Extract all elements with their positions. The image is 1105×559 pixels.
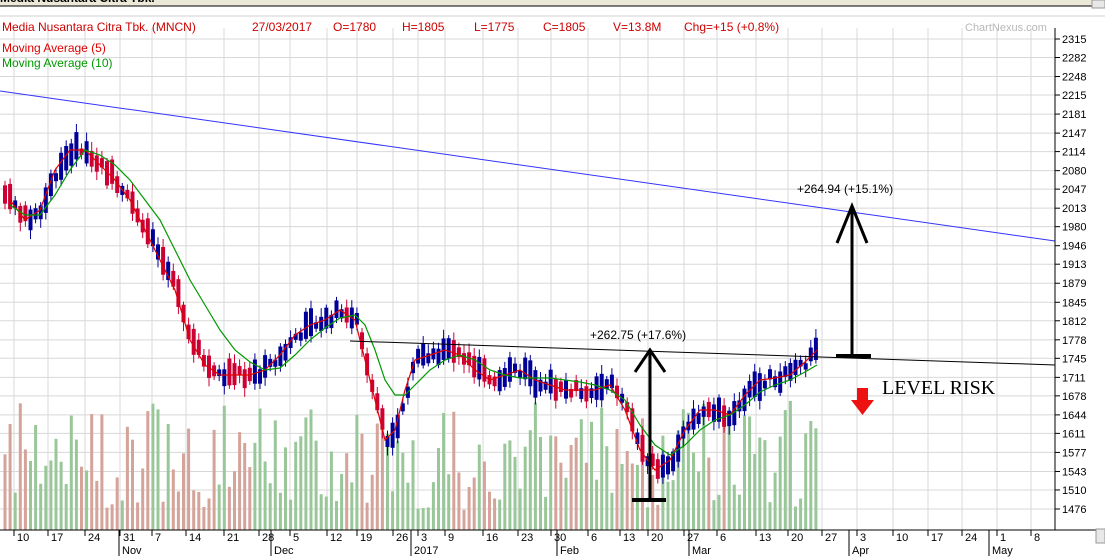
- trendlines: [0, 90, 1056, 366]
- svg-text:1611: 1611: [1062, 428, 1086, 440]
- volume-value: V=13.8M: [613, 20, 661, 34]
- svg-text:17: 17: [51, 532, 63, 544]
- svg-text:8: 8: [1034, 532, 1040, 544]
- svg-text:2215: 2215: [1062, 90, 1086, 102]
- date-label: 27/03/2017: [252, 20, 312, 34]
- svg-text:1: 1: [1000, 532, 1006, 544]
- svg-text:10: 10: [17, 532, 29, 544]
- svg-text:28: 28: [262, 532, 274, 544]
- svg-text:9: 9: [448, 532, 454, 544]
- svg-text:13: 13: [759, 532, 771, 544]
- svg-text:6: 6: [720, 532, 726, 544]
- svg-text:23: 23: [521, 532, 533, 544]
- svg-text:1678: 1678: [1062, 391, 1086, 403]
- svg-text:1946: 1946: [1062, 241, 1086, 253]
- moving-averages: [9, 149, 818, 471]
- svg-text:27: 27: [687, 532, 699, 544]
- gain-label-2: +264.94 (+15.1%): [797, 182, 893, 196]
- watermark: ChartNexus.com: [965, 22, 1047, 34]
- svg-text:3: 3: [421, 532, 427, 544]
- svg-text:7: 7: [155, 532, 161, 544]
- svg-text:1812: 1812: [1062, 316, 1086, 328]
- svg-text:1879: 1879: [1062, 278, 1086, 290]
- change-value: Chg=+15 (+0.8%): [684, 20, 779, 34]
- svg-text:2181: 2181: [1062, 109, 1086, 121]
- svg-text:2248: 2248: [1062, 72, 1086, 84]
- svg-text:2147: 2147: [1062, 128, 1086, 140]
- window-titlebar: Media Nusantara Citra Tbk.: [0, 0, 1105, 6]
- svg-text:6: 6: [591, 532, 597, 544]
- svg-text:17: 17: [931, 532, 943, 544]
- svg-text:19: 19: [360, 532, 372, 544]
- svg-text:31: 31: [123, 532, 135, 544]
- y-axis-ticks: 2315 2282 2248 2215 2181 2147 2114 2080 2047 2013…: [1055, 34, 1086, 516]
- svg-text:24: 24: [88, 532, 100, 544]
- window-title: Media Nusantara Citra Tbk.: [0, 0, 155, 5]
- svg-text:1476: 1476: [1062, 504, 1086, 516]
- scroll-up-button[interactable]: [1091, 0, 1105, 9]
- svg-text:14: 14: [189, 532, 201, 544]
- svg-text:2315: 2315: [1062, 34, 1086, 46]
- svg-text:1845: 1845: [1062, 297, 1086, 309]
- svg-text:27: 27: [825, 532, 837, 544]
- svg-text:1913: 1913: [1062, 259, 1086, 271]
- svg-text:1711: 1711: [1062, 372, 1086, 384]
- svg-text:May: May: [992, 545, 1013, 557]
- x-axis-ticks: 10 17 24 31 7 14 21 28 5 12 19 26 3 9 16 23 30 6 13 20 27 6 13…: [13, 530, 1040, 557]
- svg-text:1980: 1980: [1062, 222, 1086, 234]
- svg-text:Nov: Nov: [122, 545, 142, 557]
- svg-text:12: 12: [330, 532, 342, 544]
- svg-text:13: 13: [623, 532, 635, 544]
- svg-text:Feb: Feb: [560, 545, 579, 557]
- svg-text:30: 30: [554, 532, 566, 544]
- svg-text:2114: 2114: [1062, 147, 1086, 159]
- svg-text:16: 16: [486, 532, 498, 544]
- svg-text:2013: 2013: [1062, 203, 1086, 215]
- svg-text:24: 24: [965, 532, 977, 544]
- svg-text:2080: 2080: [1062, 166, 1086, 178]
- svg-text:Apr: Apr: [852, 545, 869, 557]
- gain-label-1: +262.75 (+17.6%): [590, 328, 686, 342]
- gain-arrow-2: [835, 202, 871, 358]
- svg-text:1778: 1778: [1062, 335, 1086, 347]
- svg-text:5: 5: [293, 532, 299, 544]
- level-risk-label: LEVEL RISK: [882, 377, 996, 399]
- stock-name: Media Nusantara Citra Tbk. (MNCN): [2, 20, 196, 34]
- svg-text:3: 3: [860, 532, 866, 544]
- svg-text:21: 21: [227, 532, 239, 544]
- svg-text:20: 20: [791, 532, 803, 544]
- open-value: O=1780: [333, 20, 376, 34]
- svg-text:1745: 1745: [1062, 353, 1086, 365]
- low-value: L=1775: [474, 20, 515, 34]
- svg-text:2047: 2047: [1062, 184, 1086, 196]
- svg-text:2017: 2017: [414, 545, 438, 557]
- svg-text:Mar: Mar: [692, 545, 711, 557]
- gain-arrow-1: [632, 347, 667, 502]
- svg-text:1644: 1644: [1062, 410, 1086, 422]
- down-arrow-icon: [851, 388, 874, 415]
- svg-text:2282: 2282: [1062, 52, 1086, 64]
- legend-ma10: Moving Average (10): [2, 56, 113, 70]
- volume-bars: [3, 400, 818, 530]
- chart-grid: [0, 28, 1055, 530]
- svg-text:10: 10: [896, 532, 908, 544]
- high-value: H=1805: [402, 20, 445, 34]
- svg-text:Dec: Dec: [274, 545, 294, 557]
- legend-ma5: Moving Average (5): [2, 41, 106, 55]
- svg-text:1577: 1577: [1062, 447, 1086, 459]
- close-value: C=1805: [543, 20, 586, 34]
- scroll-right-button[interactable]: [1095, 528, 1105, 544]
- candlesticks: [3, 123, 818, 484]
- svg-text:26: 26: [396, 532, 408, 544]
- svg-text:1543: 1543: [1062, 466, 1086, 478]
- svg-text:20: 20: [651, 532, 663, 544]
- svg-text:1510: 1510: [1062, 485, 1086, 497]
